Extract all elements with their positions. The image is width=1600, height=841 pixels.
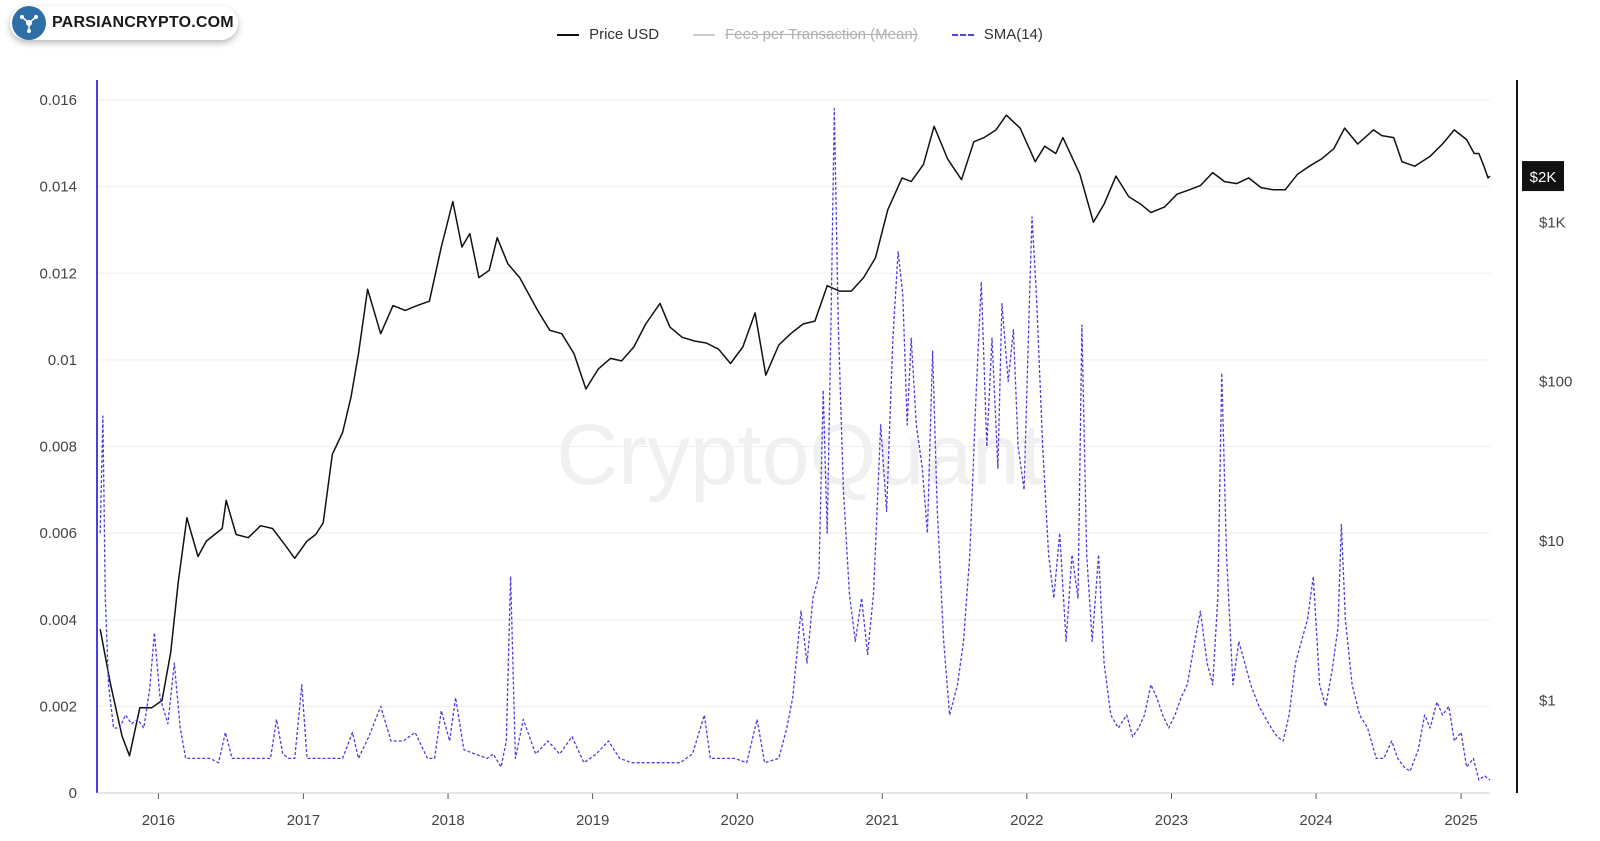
current-value-label: $2K	[1530, 169, 1557, 186]
logo-mark-icon	[12, 6, 46, 40]
legend-item-sma[interactable]: SMA(14)	[951, 26, 1043, 43]
chart-legend: Price USD Fees per Transaction (Mean) SM…	[0, 26, 1600, 43]
x-tick-label: 2022	[1010, 812, 1043, 829]
legend-swatch-price	[557, 33, 580, 36]
y-right-tick-label: $1	[1539, 693, 1556, 710]
y-left-tick-label: 0.006	[39, 525, 77, 542]
y-left-tick-label: 0.012	[39, 265, 77, 282]
legend-label-sma: SMA(14)	[983, 26, 1043, 43]
legend-label-price: Price USD	[589, 26, 660, 43]
y-left-tick-label: 0	[69, 785, 77, 802]
y-left-tick-label: 0.002	[39, 698, 77, 715]
y-right-tick-label: $1K	[1539, 214, 1566, 231]
y-right-tick-label: $10	[1539, 533, 1564, 550]
y-left-tick-label: 0.008	[39, 439, 77, 456]
series-line-price-usd	[99, 114, 1491, 757]
x-tick-label: 2018	[431, 812, 464, 829]
x-tick-label: 2021	[866, 812, 899, 829]
legend-item-fees[interactable]: Fees per Transaction (Mean)	[693, 26, 918, 43]
x-tick-label: 2016	[142, 812, 175, 829]
legend-label-fees: Fees per Transaction (Mean)	[725, 26, 918, 43]
logo-text: PARSIANCRYPTO.COM	[52, 14, 234, 31]
current-value-tag	[1522, 161, 1564, 192]
x-tick-label: 2024	[1299, 812, 1332, 829]
watermark: CryptoQuant	[556, 407, 1044, 503]
y-left-tick-label: 0.01	[48, 352, 77, 369]
y-left-tick-label: 0.016	[39, 92, 77, 109]
x-tick-label: 2020	[721, 812, 754, 829]
legend-swatch-fees	[693, 33, 716, 36]
legend-item-price[interactable]: Price USD	[557, 26, 659, 43]
x-tick-label: 2017	[287, 812, 320, 829]
parsiancrypto-logo: PARSIANCRYPTO.COM	[10, 6, 238, 40]
y-left-tick-label: 0.014	[39, 179, 77, 196]
y-right-tick-label: $100	[1539, 374, 1572, 391]
series-layer	[99, 108, 1491, 781]
legend-swatch-sma	[951, 33, 974, 36]
network-icon	[20, 15, 38, 33]
x-tick-label: 2023	[1155, 812, 1188, 829]
x-tick-label: 2025	[1444, 812, 1477, 829]
axis-labels: 0 0.002 0.004 0.006 0.008 0.01 0.012 0.014 0.016…	[39, 92, 1572, 829]
axes	[96, 80, 1518, 799]
x-tick-label: 2019	[576, 812, 609, 829]
y-left-tick-label: 0.004	[39, 612, 77, 629]
series-line-sma-14-	[99, 108, 1491, 781]
